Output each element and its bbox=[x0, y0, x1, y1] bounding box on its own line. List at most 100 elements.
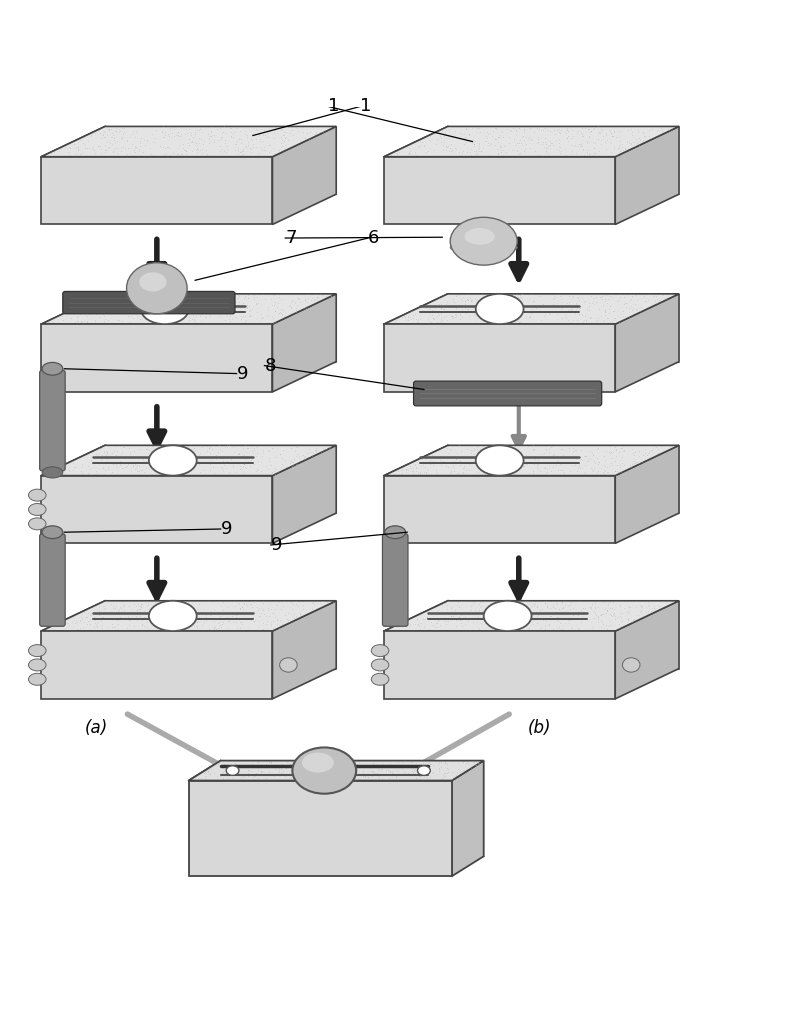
Point bbox=[199, 449, 212, 465]
Point bbox=[204, 455, 217, 471]
Point bbox=[464, 147, 477, 163]
Point bbox=[358, 768, 371, 785]
Point bbox=[142, 442, 155, 458]
Point bbox=[299, 300, 312, 316]
Point bbox=[90, 465, 103, 481]
Point bbox=[542, 305, 555, 321]
Point bbox=[449, 141, 462, 157]
Point bbox=[413, 768, 426, 785]
Point bbox=[526, 611, 539, 627]
Point bbox=[494, 616, 506, 632]
Point bbox=[216, 302, 229, 318]
Point bbox=[499, 450, 512, 466]
Point bbox=[306, 769, 319, 786]
Point bbox=[582, 146, 595, 162]
Point bbox=[309, 126, 322, 143]
Point bbox=[573, 620, 586, 636]
Point bbox=[192, 142, 205, 158]
Point bbox=[564, 314, 577, 331]
Point bbox=[80, 610, 93, 626]
Point bbox=[266, 605, 278, 621]
Point bbox=[572, 607, 585, 623]
Point bbox=[395, 314, 408, 331]
Point bbox=[275, 137, 288, 154]
Point bbox=[446, 457, 459, 473]
Point bbox=[152, 615, 165, 631]
Point bbox=[101, 292, 114, 308]
Point bbox=[170, 147, 183, 163]
Point bbox=[622, 599, 635, 615]
Point bbox=[502, 463, 515, 479]
Point bbox=[258, 140, 270, 156]
Point bbox=[145, 611, 158, 627]
Point bbox=[606, 303, 619, 319]
Point bbox=[616, 135, 629, 152]
Point bbox=[461, 613, 474, 629]
Point bbox=[50, 617, 62, 633]
Text: 9: 9 bbox=[271, 536, 282, 554]
Point bbox=[173, 458, 186, 474]
Point bbox=[182, 439, 194, 455]
Point bbox=[234, 300, 246, 316]
Point bbox=[607, 140, 620, 156]
Point bbox=[440, 308, 453, 325]
Point bbox=[53, 143, 66, 159]
Point bbox=[130, 139, 142, 155]
Point bbox=[174, 127, 187, 144]
Point bbox=[162, 292, 174, 308]
Point bbox=[250, 295, 262, 311]
Point bbox=[506, 467, 518, 483]
Point bbox=[128, 443, 141, 459]
Point bbox=[96, 299, 109, 315]
Point bbox=[192, 295, 205, 311]
Point bbox=[574, 135, 587, 152]
Point bbox=[463, 308, 476, 325]
Point bbox=[104, 128, 117, 145]
Point bbox=[480, 132, 493, 149]
Point bbox=[232, 611, 245, 627]
Point bbox=[539, 592, 552, 609]
Point bbox=[180, 143, 193, 159]
Point bbox=[409, 315, 422, 332]
Point bbox=[143, 466, 156, 482]
Point bbox=[518, 132, 530, 149]
Point bbox=[50, 462, 62, 478]
Point bbox=[526, 599, 538, 615]
Point bbox=[508, 305, 521, 321]
Point bbox=[414, 615, 427, 631]
Point bbox=[409, 616, 422, 632]
Point bbox=[106, 135, 118, 152]
Text: (b): (b) bbox=[527, 719, 551, 737]
Point bbox=[390, 769, 402, 786]
Point bbox=[207, 134, 220, 151]
Point bbox=[208, 127, 221, 144]
Point bbox=[577, 142, 590, 158]
Point bbox=[215, 450, 228, 466]
Point bbox=[248, 289, 261, 305]
Point bbox=[466, 752, 479, 768]
Point bbox=[458, 293, 471, 309]
Point bbox=[516, 128, 529, 145]
Point bbox=[162, 313, 175, 330]
Ellipse shape bbox=[42, 526, 62, 539]
Point bbox=[544, 608, 557, 624]
Point bbox=[163, 608, 176, 624]
Point bbox=[71, 142, 84, 158]
Point bbox=[509, 148, 522, 164]
Point bbox=[474, 615, 487, 631]
Point bbox=[412, 617, 425, 633]
Point bbox=[234, 769, 247, 786]
Point bbox=[496, 312, 509, 329]
Point bbox=[97, 125, 110, 142]
Point bbox=[521, 455, 534, 471]
Point bbox=[497, 610, 510, 626]
Point bbox=[190, 121, 203, 137]
Point bbox=[74, 610, 87, 626]
Point bbox=[462, 292, 474, 308]
Point bbox=[290, 593, 302, 610]
Point bbox=[269, 293, 282, 309]
Point bbox=[202, 762, 214, 778]
Point bbox=[174, 303, 186, 319]
Point bbox=[286, 458, 298, 474]
Point bbox=[123, 313, 136, 330]
